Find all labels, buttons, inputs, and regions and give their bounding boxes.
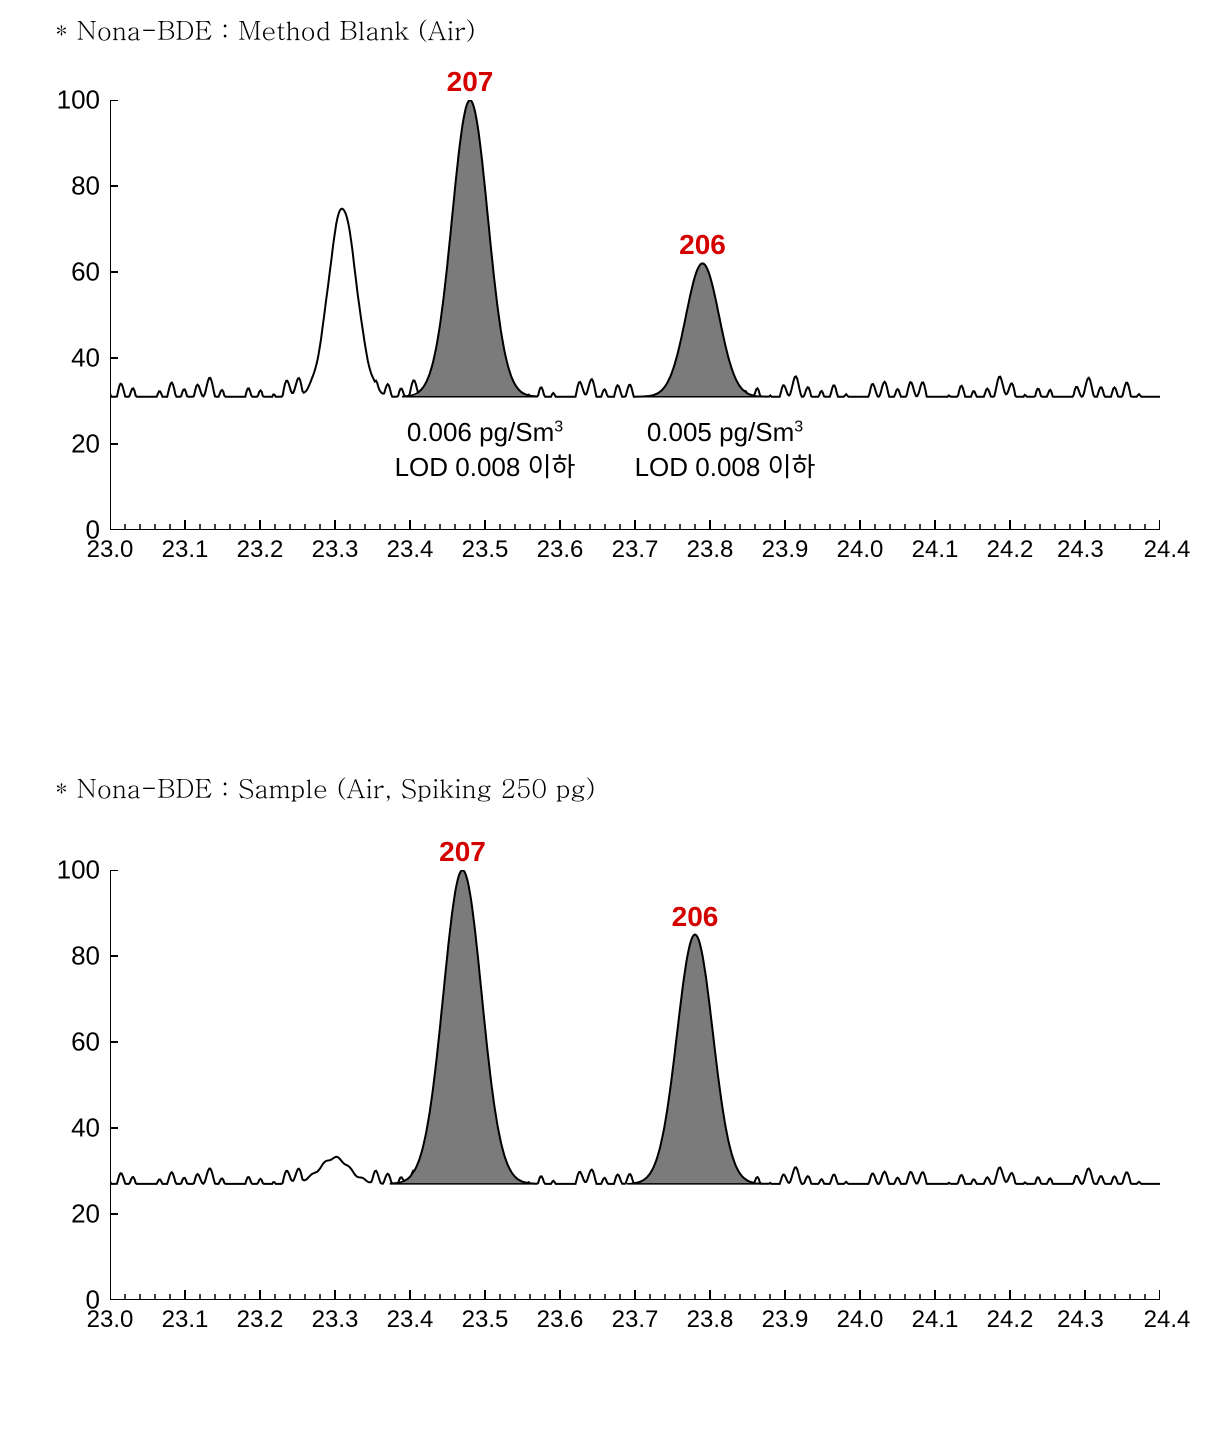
- chart2-caption: * Nona-BDE : Sample (Air, Spiking 250 pg…: [55, 770, 595, 806]
- x-tick-label: 23.2: [237, 530, 284, 564]
- y-tick-label: 100: [57, 85, 110, 116]
- peak-206: [640, 263, 765, 396]
- x-tick-label: 23.1: [162, 530, 209, 564]
- x-tick-label: 24.0: [837, 530, 884, 564]
- annotation-line2: LOD 0.008 이하: [635, 450, 816, 485]
- y-tick-label: 60: [71, 257, 110, 288]
- x-tick-label: 23.6: [537, 530, 584, 564]
- x-tick-label: 23.2: [237, 1300, 284, 1334]
- x-tick-label: 24.2: [987, 1300, 1034, 1334]
- chart2-svg: [110, 870, 1160, 1300]
- x-tick-label: 23.8: [687, 1300, 734, 1334]
- y-tick-label: 20: [71, 429, 110, 460]
- peak-207: [403, 100, 537, 397]
- annotation-a2: 0.005 pg/Sm3LOD 0.008 이하: [635, 415, 816, 485]
- x-tick-label: 23.1: [162, 1300, 209, 1334]
- x-tick-label: 23.3: [312, 1300, 359, 1334]
- x-tick-label: 24.0: [837, 1300, 884, 1334]
- annotation-line2: LOD 0.008 이하: [395, 450, 576, 485]
- y-tick-label: 100: [57, 855, 110, 886]
- x-tick-label: 24.2: [987, 530, 1034, 564]
- x-tick-label: 23.0: [87, 530, 134, 564]
- peak-207: [391, 870, 535, 1184]
- chart1: 02040608010023.023.123.223.323.423.523.6…: [110, 100, 1160, 530]
- x-tick-label: 24.4: [1144, 530, 1191, 564]
- page: * Nona-BDE : Method Blank (Air) 02040608…: [0, 0, 1232, 1433]
- x-tick-label: 24.4: [1144, 1300, 1191, 1334]
- x-tick-label: 23.5: [462, 530, 509, 564]
- x-tick-label: 23.7: [612, 1300, 659, 1334]
- peak-label-206: 206: [672, 901, 719, 933]
- chart2: 02040608010023.023.123.223.323.423.523.6…: [110, 870, 1160, 1300]
- y-tick-label: 60: [71, 1027, 110, 1058]
- x-tick-label: 23.6: [537, 1300, 584, 1334]
- peak-label-207: 207: [439, 836, 486, 868]
- y-tick-label: 20: [71, 1199, 110, 1230]
- y-tick-label: 40: [71, 1113, 110, 1144]
- annotation-a1: 0.006 pg/Sm3LOD 0.008 이하: [395, 415, 576, 485]
- x-tick-label: 23.9: [762, 1300, 809, 1334]
- x-tick-label: 23.0: [87, 1300, 134, 1334]
- peak-label-207: 207: [447, 66, 494, 98]
- x-tick-label: 23.4: [387, 1300, 434, 1334]
- x-tick-label: 24.1: [912, 530, 959, 564]
- x-tick-label: 23.3: [312, 530, 359, 564]
- x-tick-label: 23.8: [687, 530, 734, 564]
- x-tick-label: 23.4: [387, 530, 434, 564]
- annotation-line1: 0.005 pg/Sm3: [635, 415, 816, 450]
- y-tick-label: 80: [71, 941, 110, 972]
- x-tick-label: 23.5: [462, 1300, 509, 1334]
- x-tick-label: 23.9: [762, 530, 809, 564]
- chromatogram-trace: [110, 100, 1160, 397]
- chromatogram-trace: [110, 870, 1160, 1184]
- x-tick-label: 23.7: [612, 530, 659, 564]
- peak-206: [628, 935, 762, 1184]
- y-tick-label: 40: [71, 343, 110, 374]
- x-tick-label: 24.3: [1057, 530, 1104, 564]
- peak-label-206: 206: [679, 229, 726, 261]
- x-tick-label: 24.1: [912, 1300, 959, 1334]
- chart1-caption: * Nona-BDE : Method Blank (Air): [55, 12, 476, 48]
- annotation-line1: 0.006 pg/Sm3: [395, 415, 576, 450]
- y-tick-label: 80: [71, 171, 110, 202]
- x-tick-label: 24.3: [1057, 1300, 1104, 1334]
